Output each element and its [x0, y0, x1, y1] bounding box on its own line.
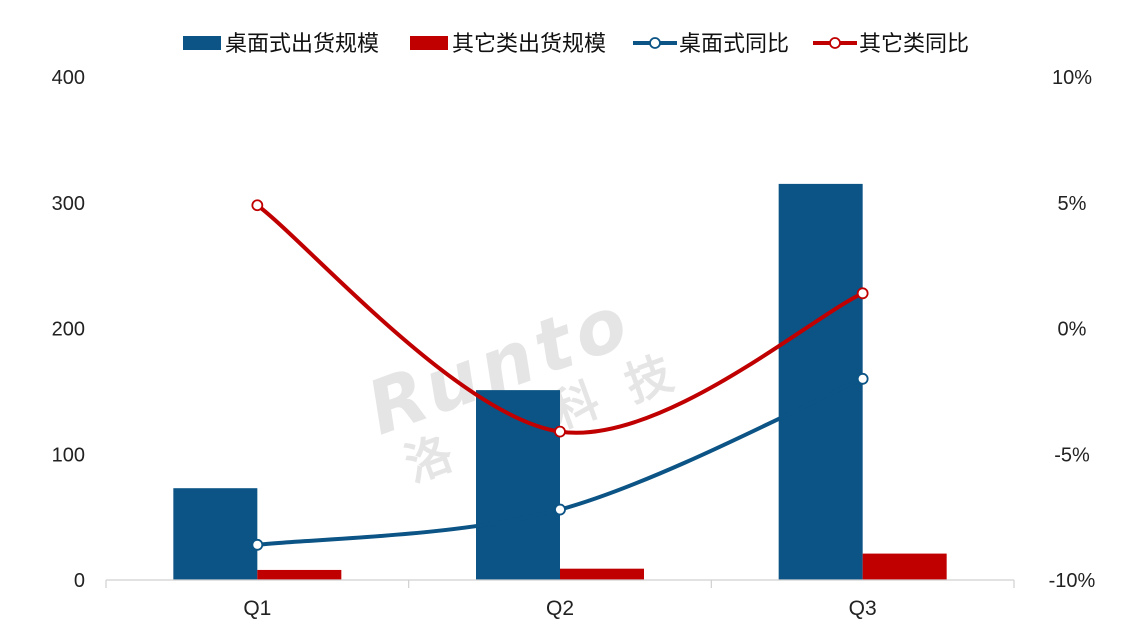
- right-tick-label: -5%: [1054, 444, 1090, 466]
- left-tick-label: 400: [52, 67, 85, 89]
- legend-label-other-yoy: 其它类同比: [859, 32, 969, 57]
- right-tick-label: 10%: [1052, 67, 1092, 89]
- bar-other-q1: [257, 569, 342, 580]
- left-tick-label: 300: [52, 193, 85, 215]
- legend-marker-desktop-yoy: [649, 37, 661, 49]
- left-tick-label: 200: [52, 319, 85, 341]
- legend-label-desktop-yoy: 桌面式同比: [679, 32, 789, 57]
- right-tick-label: -10%: [1049, 570, 1096, 592]
- bar-other-q2: [560, 568, 644, 580]
- legend-label-desktop-shipments: 桌面式出货规模: [225, 32, 379, 57]
- point-other-yoy-q2: [554, 425, 566, 438]
- left-tick-label: 100: [52, 444, 85, 466]
- right-tick-label: 5%: [1058, 193, 1087, 215]
- right-tick-label: 0%: [1058, 319, 1087, 341]
- lines-layer: [251, 199, 869, 551]
- point-desktop-yoy-q3: [856, 372, 869, 385]
- x-tick-label-q3: Q3: [849, 597, 877, 620]
- point-other-yoy-q3: [856, 287, 869, 300]
- bar-other-q3: [862, 553, 947, 580]
- legend-label-other-shipments: 其它类出货规模: [452, 32, 606, 57]
- legend-marker-other-yoy: [829, 37, 841, 49]
- bar-desktop-q3: [778, 183, 863, 580]
- legend: 桌面式出货规模 其它类出货规模 桌面式同比 其它类同比: [183, 32, 969, 57]
- point-desktop-yoy-q1: [251, 538, 264, 551]
- legend-swatch-other-shipments: [410, 36, 448, 50]
- point-desktop-yoy-q2: [554, 503, 566, 516]
- bar-desktop-q1: [173, 488, 258, 580]
- bar-desktop-q2: [476, 390, 560, 580]
- point-other-yoy-q1: [251, 199, 264, 212]
- left-tick-label: 0: [74, 570, 85, 592]
- x-tick-label-q1: Q1: [243, 597, 271, 620]
- legend-swatch-desktop-shipments: [183, 36, 221, 50]
- axes-layer: Q1 Q2 Q3 0 100 200 300 400 -10% -5% 0% 5% 10%: [52, 67, 1096, 620]
- x-tick-label-q2: Q2: [546, 597, 574, 620]
- bars-layer: [173, 183, 947, 580]
